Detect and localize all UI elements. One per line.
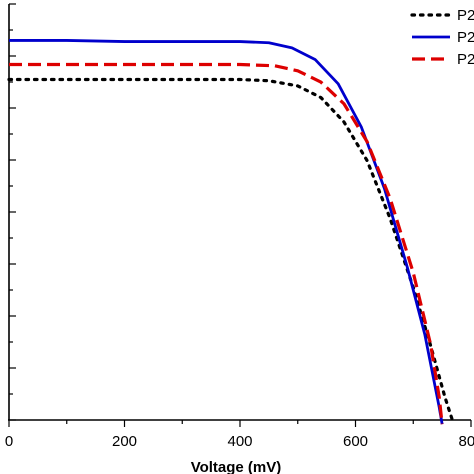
x-tick-label: 600 bbox=[343, 433, 368, 450]
x-tick-label: 800 bbox=[458, 433, 474, 450]
x-tick-labels: 0 200 400 600 800 bbox=[5, 433, 474, 450]
legend-label-1: P2 bbox=[457, 7, 474, 24]
series-lines bbox=[7, 39, 456, 426]
legend: P2 P2 P2 bbox=[410, 7, 474, 68]
series-line-2 bbox=[9, 39, 444, 425]
legend-label-2: P2 bbox=[457, 29, 474, 46]
x-tick-label: 200 bbox=[112, 433, 137, 450]
series-line-1 bbox=[7, 77, 456, 426]
x-axis-title: Voltage (mV) bbox=[191, 459, 282, 474]
series-line-3 bbox=[9, 62, 444, 425]
x-tick-label: 0 bbox=[5, 433, 13, 450]
axes bbox=[8, 3, 472, 427]
legend-label-3: P2 bbox=[457, 51, 474, 68]
x-tick-label: 400 bbox=[227, 433, 252, 450]
